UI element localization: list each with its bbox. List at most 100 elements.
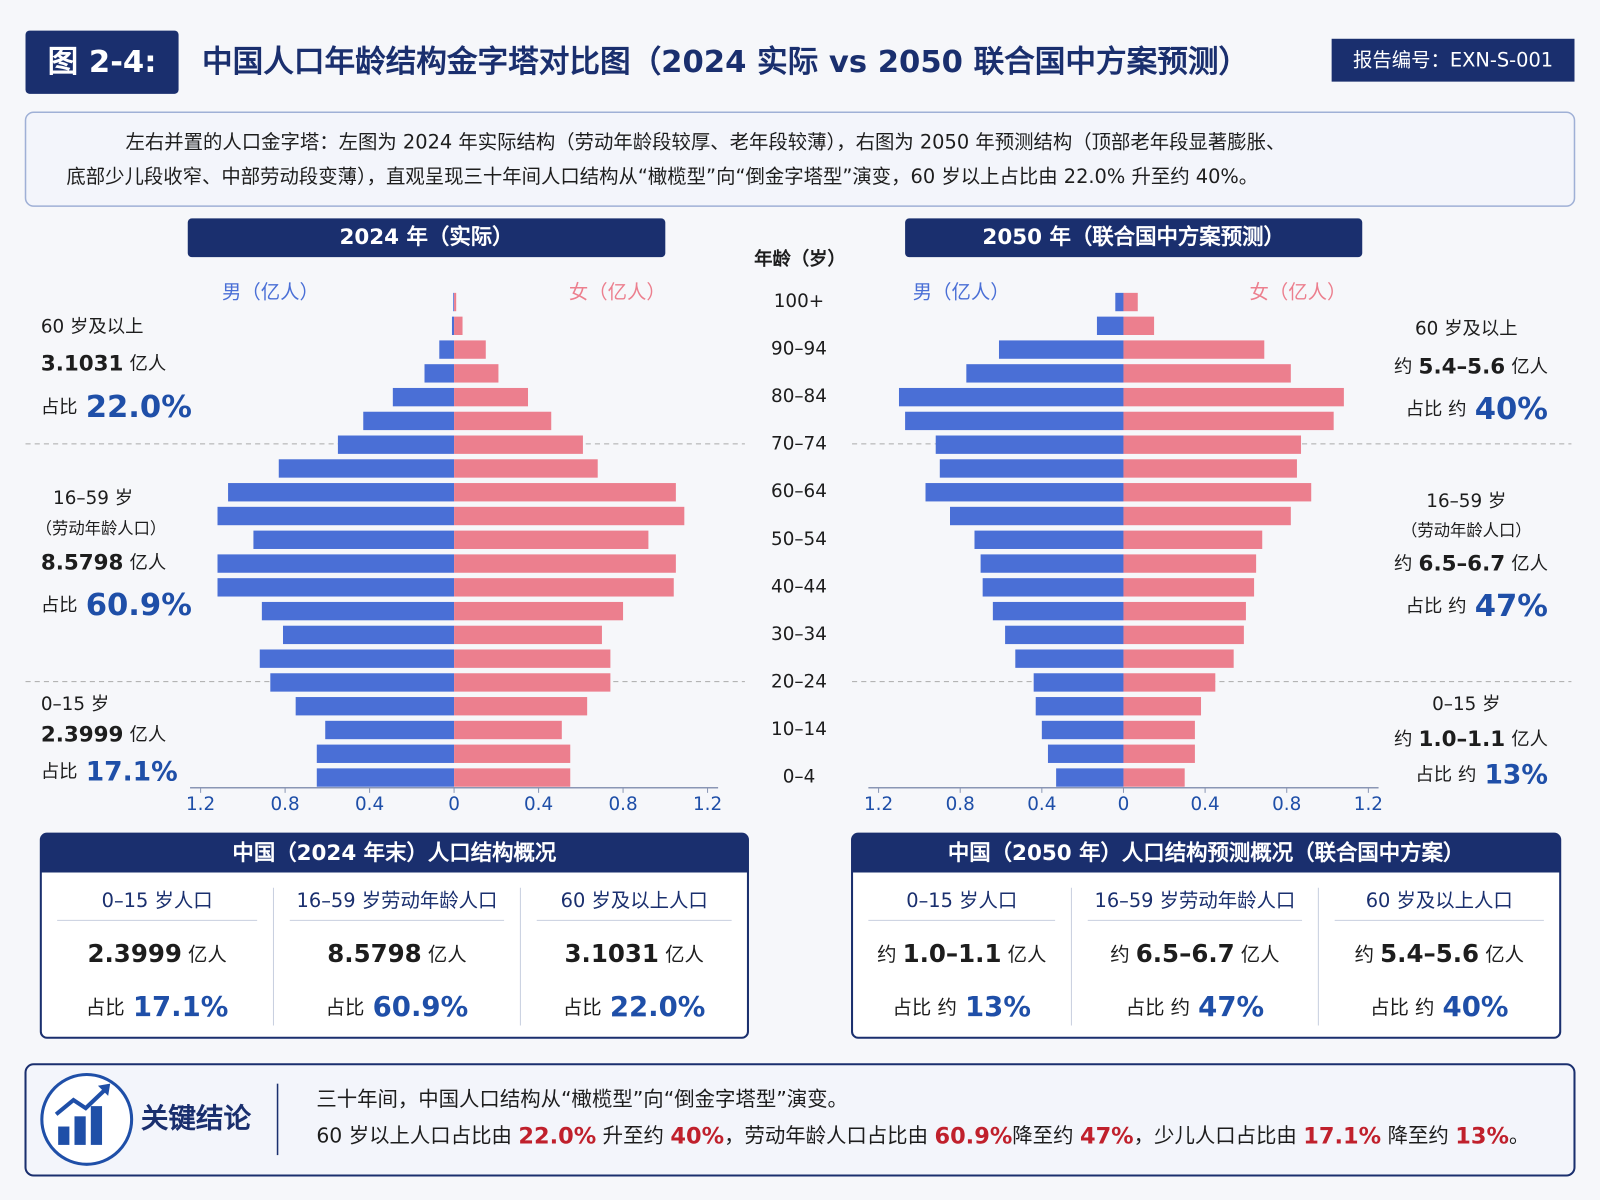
- text-part: 60 岁及以上人口: [1366, 889, 1513, 912]
- summary-title: 中国（2050 年）人口结构预测概况（联合国中方案）: [948, 840, 1465, 866]
- male-bar: [1056, 768, 1124, 787]
- age-label: 40–44: [771, 576, 827, 597]
- text-part: 亿人: [665, 943, 704, 966]
- male-bar: [1005, 625, 1124, 645]
- summary-label: 60 岁及以上人口: [1366, 889, 1513, 912]
- text-part: 占比: [41, 397, 78, 418]
- male-bar: [950, 506, 1124, 526]
- text-part: 降至约: [1012, 1124, 1080, 1148]
- annotation-share: 占比 约 40%: [1406, 392, 1548, 427]
- x-tick-label: 1.2: [693, 794, 722, 815]
- text-part: 60 岁及以上人口: [561, 889, 708, 912]
- annotation-label: 16–59 岁: [53, 488, 133, 509]
- text-part: 40%: [1475, 392, 1548, 427]
- annotation-share: 占比 60.9%: [41, 588, 192, 623]
- annotation-label: 60 岁及以上: [41, 317, 144, 338]
- annotation-value: 3.1031 亿人: [41, 351, 166, 376]
- annotation-sublabel: （劳动年龄人口）: [36, 519, 167, 538]
- female-bar: [454, 578, 674, 597]
- text-part: 亿人: [130, 725, 167, 746]
- male-bar: [974, 530, 1124, 549]
- text-part: 5.4–5.6: [1419, 354, 1506, 379]
- male-bar: [992, 601, 1124, 621]
- male-bar: [217, 506, 455, 526]
- text-part: 亿人: [1511, 553, 1548, 574]
- age-label: 100+: [774, 291, 824, 312]
- text-part: 60 岁及以上: [1415, 319, 1518, 340]
- male-bar: [1041, 720, 1124, 740]
- text-part: 占比 约: [893, 996, 957, 1019]
- age-label: 90–94: [771, 339, 827, 360]
- x-tick-label: 0.8: [1272, 794, 1301, 815]
- description-line: 左右并置的人口金字塔：左图为 2024 年实际结构（劳动年龄段较厚、老年段较薄）…: [126, 130, 1286, 153]
- summary-label: 0–15 岁人口: [906, 889, 1017, 912]
- female-bar: [454, 292, 457, 312]
- summary-share: 占比 22.0%: [563, 991, 706, 1023]
- x-tick-label: 1.2: [1354, 794, 1383, 815]
- text-part: 占比: [41, 595, 78, 616]
- summary-value: 8.5798 亿人: [327, 939, 466, 968]
- female-bar: [454, 506, 685, 526]
- female-bar: [1123, 530, 1263, 549]
- summary-label: 0–15 岁人口: [102, 889, 213, 912]
- text-part: 约: [1110, 943, 1129, 966]
- female-bar: [454, 744, 571, 763]
- annotation-share: 占比 17.1%: [41, 756, 178, 787]
- text-part: 22.0%: [86, 390, 192, 425]
- text-part: 60.9%: [86, 588, 192, 623]
- text-part: （劳动年龄人口）: [1401, 521, 1532, 540]
- age-label: 10–14: [771, 719, 827, 740]
- text-part: 47%: [1198, 991, 1264, 1023]
- text-part: 亿人: [188, 943, 227, 966]
- female-bar: [1123, 673, 1216, 692]
- x-tick-label: 0.8: [608, 794, 637, 815]
- annotation-share: 占比 约 47%: [1406, 589, 1548, 624]
- female-bar: [1123, 768, 1185, 787]
- legend-label: 女（亿人）: [1250, 280, 1347, 303]
- age-label: 80–84: [771, 386, 827, 407]
- text-part: 22.0%: [610, 991, 706, 1023]
- description-line: 底部少儿段收窄、中部劳动段变薄），直观呈现三十年间人口结构从“橄榄型”向“倒金字…: [66, 165, 1258, 188]
- text-part: 约: [1394, 553, 1412, 574]
- female-bar: [1123, 316, 1155, 335]
- highlight: 22.0%: [518, 1123, 596, 1149]
- text-part: ，少儿人口占比由: [1134, 1124, 1304, 1148]
- male-bar: [316, 744, 455, 763]
- text-part: 。: [1509, 1124, 1529, 1148]
- text-part: 占比 约: [1370, 996, 1434, 1019]
- annotation-value: 2.3999 亿人: [41, 723, 166, 748]
- male-bar: [1035, 697, 1124, 716]
- male-bar: [905, 411, 1124, 431]
- text-part: 1.0–1.1: [903, 939, 1002, 968]
- text-part: 47%: [1475, 589, 1548, 624]
- male-bar: [282, 625, 455, 645]
- text-part: 3.1031: [41, 351, 124, 376]
- text-part: 亿人: [1008, 943, 1047, 966]
- chart-title-bar: [905, 218, 1363, 258]
- male-bar: [261, 601, 455, 621]
- male-bar: [316, 768, 455, 787]
- conclusion-icon: [40, 1072, 134, 1166]
- x-tick-label: 0.8: [946, 794, 975, 815]
- legend-label: 男（亿人）: [913, 280, 1010, 303]
- x-tick-label: 0.8: [271, 794, 300, 815]
- female-bar: [454, 697, 588, 716]
- male-bar: [1015, 649, 1124, 668]
- summary-share: 占比 约 47%: [1126, 991, 1264, 1023]
- text-part: 17.1%: [133, 991, 229, 1023]
- female-bar: [454, 387, 529, 407]
- male-bar: [270, 673, 455, 692]
- male-bar: [1115, 292, 1124, 312]
- male-bar: [1096, 316, 1124, 335]
- female-bar: [1123, 387, 1344, 407]
- text-part: 5.4–5.6: [1380, 939, 1479, 968]
- female-bar: [454, 340, 486, 359]
- male-bar: [278, 459, 455, 478]
- text-part: 13%: [965, 991, 1031, 1023]
- text-part: 0–15 岁人口: [102, 889, 213, 912]
- age-label: 50–54: [771, 529, 827, 550]
- x-tick-label: 1.2: [864, 794, 893, 815]
- female-bar: [454, 411, 552, 431]
- page-title: 中国人口年龄结构金字塔对比图（2024 实际 vs 2050 联合国中方案预测）: [202, 44, 1249, 80]
